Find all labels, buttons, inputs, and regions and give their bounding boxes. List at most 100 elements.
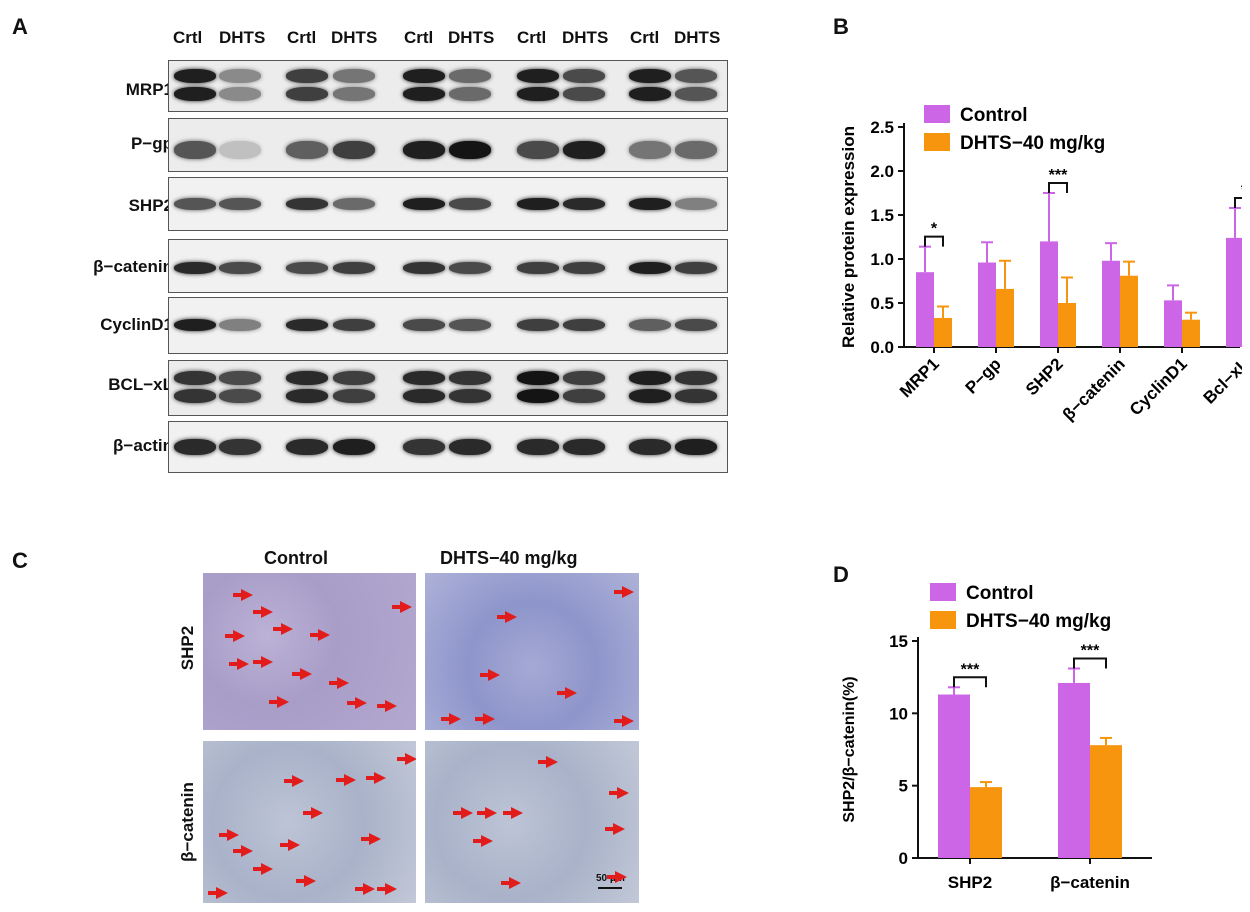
blot-band	[403, 262, 445, 274]
x-tick-label: CyclinD1	[1126, 354, 1191, 419]
blot-band	[286, 371, 328, 385]
x-tick-label: Bcl−xL	[1200, 354, 1242, 407]
lane-label: Crtl	[287, 28, 317, 47]
lane-label: Crtl	[173, 28, 203, 47]
blot-band	[675, 69, 717, 83]
red-arrow-icon	[253, 606, 273, 618]
blot-band	[286, 439, 328, 455]
red-arrow-icon	[219, 829, 239, 841]
blot-band	[174, 141, 216, 159]
blot-band	[563, 439, 605, 455]
blot-band	[449, 198, 491, 210]
red-arrow-icon	[269, 696, 289, 708]
significance-label: ***	[1081, 642, 1100, 659]
red-arrow-icon	[377, 700, 397, 712]
red-arrow-icon	[273, 623, 293, 635]
red-arrow-icon	[453, 807, 473, 819]
ihc-image-catenin-dhts: 50 μm	[425, 741, 639, 903]
significance-label: ***	[1049, 167, 1068, 184]
bar	[1090, 745, 1122, 858]
x-tick-label: MRP1	[896, 354, 943, 401]
blot-band	[517, 439, 559, 455]
significance-label: *	[931, 221, 938, 238]
lane-label: DHTS	[331, 28, 378, 47]
blot-band	[517, 198, 559, 210]
blot-band	[629, 69, 671, 83]
blot-strip-beta-actin	[168, 421, 728, 473]
blot-band	[403, 87, 445, 101]
blot-band	[333, 87, 375, 101]
blot-band	[403, 69, 445, 83]
significance-bracket	[953, 676, 987, 688]
blot-band	[403, 389, 445, 403]
legend-swatch	[930, 611, 956, 629]
y-tick-label: 5	[899, 777, 908, 796]
blot-band	[333, 141, 375, 159]
significance-label: ***	[961, 661, 980, 678]
blot-band	[174, 319, 216, 331]
significance-bracket	[1073, 657, 1107, 669]
legend-swatch	[924, 133, 950, 151]
y-tick-label: 2.5	[870, 118, 894, 137]
blot-band	[333, 439, 375, 455]
red-arrow-icon	[253, 863, 273, 875]
legend-swatch	[924, 105, 950, 123]
bar	[934, 317, 952, 347]
blot-band	[403, 319, 445, 331]
blot-band	[449, 262, 491, 274]
blot-band	[219, 141, 261, 159]
red-arrow-icon	[441, 713, 461, 725]
blot-band	[219, 262, 261, 274]
blot-band	[563, 87, 605, 101]
blot-band	[286, 141, 328, 159]
blot-band	[675, 141, 717, 159]
lane-label: DHTS	[448, 28, 495, 47]
red-arrow-icon	[355, 883, 375, 895]
blot-band	[563, 262, 605, 274]
red-arrow-icon	[609, 787, 629, 799]
blot-band	[563, 141, 605, 159]
legend-label: DHTS−40 mg/kg	[966, 611, 1111, 632]
blot-row-label: β−actin	[113, 436, 173, 455]
legend-swatch	[930, 583, 956, 601]
blot-band	[219, 69, 261, 83]
blot-band	[675, 262, 717, 274]
bar	[1058, 303, 1076, 347]
blot-band	[675, 319, 717, 331]
ihc-row-label: β−catenin	[178, 782, 197, 862]
blot-row-label: BCL−xL	[108, 375, 173, 394]
blot-strip-shp2	[168, 177, 728, 231]
x-tick-label: P−gp	[962, 354, 1005, 397]
bar	[1102, 260, 1120, 347]
blot-band	[517, 69, 559, 83]
x-tick-label: SHP2	[1022, 354, 1067, 399]
significance-bracket	[924, 235, 944, 247]
blot-band	[517, 141, 559, 159]
blot-band	[449, 389, 491, 403]
red-arrow-icon	[303, 807, 323, 819]
blot-band	[675, 389, 717, 403]
blot-band	[219, 198, 261, 210]
red-arrow-icon	[280, 839, 300, 851]
blot-row-label: CyclinD1	[100, 315, 173, 334]
red-arrow-icon	[361, 833, 381, 845]
panel-letter-d: D	[833, 562, 849, 587]
blot-band	[675, 87, 717, 101]
blot-band	[629, 439, 671, 455]
blot-band	[333, 371, 375, 385]
chart-d-shp2-catenin: 0 5 10 15 SHP2/β−catenin(%) SHP2 β−catenin *** *…	[841, 583, 1152, 892]
red-arrow-icon	[233, 589, 253, 601]
blot-band	[563, 198, 605, 210]
red-arrow-icon	[473, 835, 493, 847]
blot-band	[675, 439, 717, 455]
blot-band	[333, 262, 375, 274]
blot-band	[563, 371, 605, 385]
red-arrow-icon	[329, 677, 349, 689]
red-arrow-icon	[538, 756, 558, 768]
chart-b-protein-expression: 0.0 0.5 1.0 1.5 2.0 2.5 Relative protein expre…	[839, 105, 1242, 424]
red-arrow-icon	[296, 875, 316, 887]
blot-row-label: MRP1	[125, 80, 173, 99]
significance-bracket	[1234, 196, 1242, 208]
ihc-row-label: SHP2	[178, 625, 197, 671]
red-arrow-icon	[292, 668, 312, 680]
